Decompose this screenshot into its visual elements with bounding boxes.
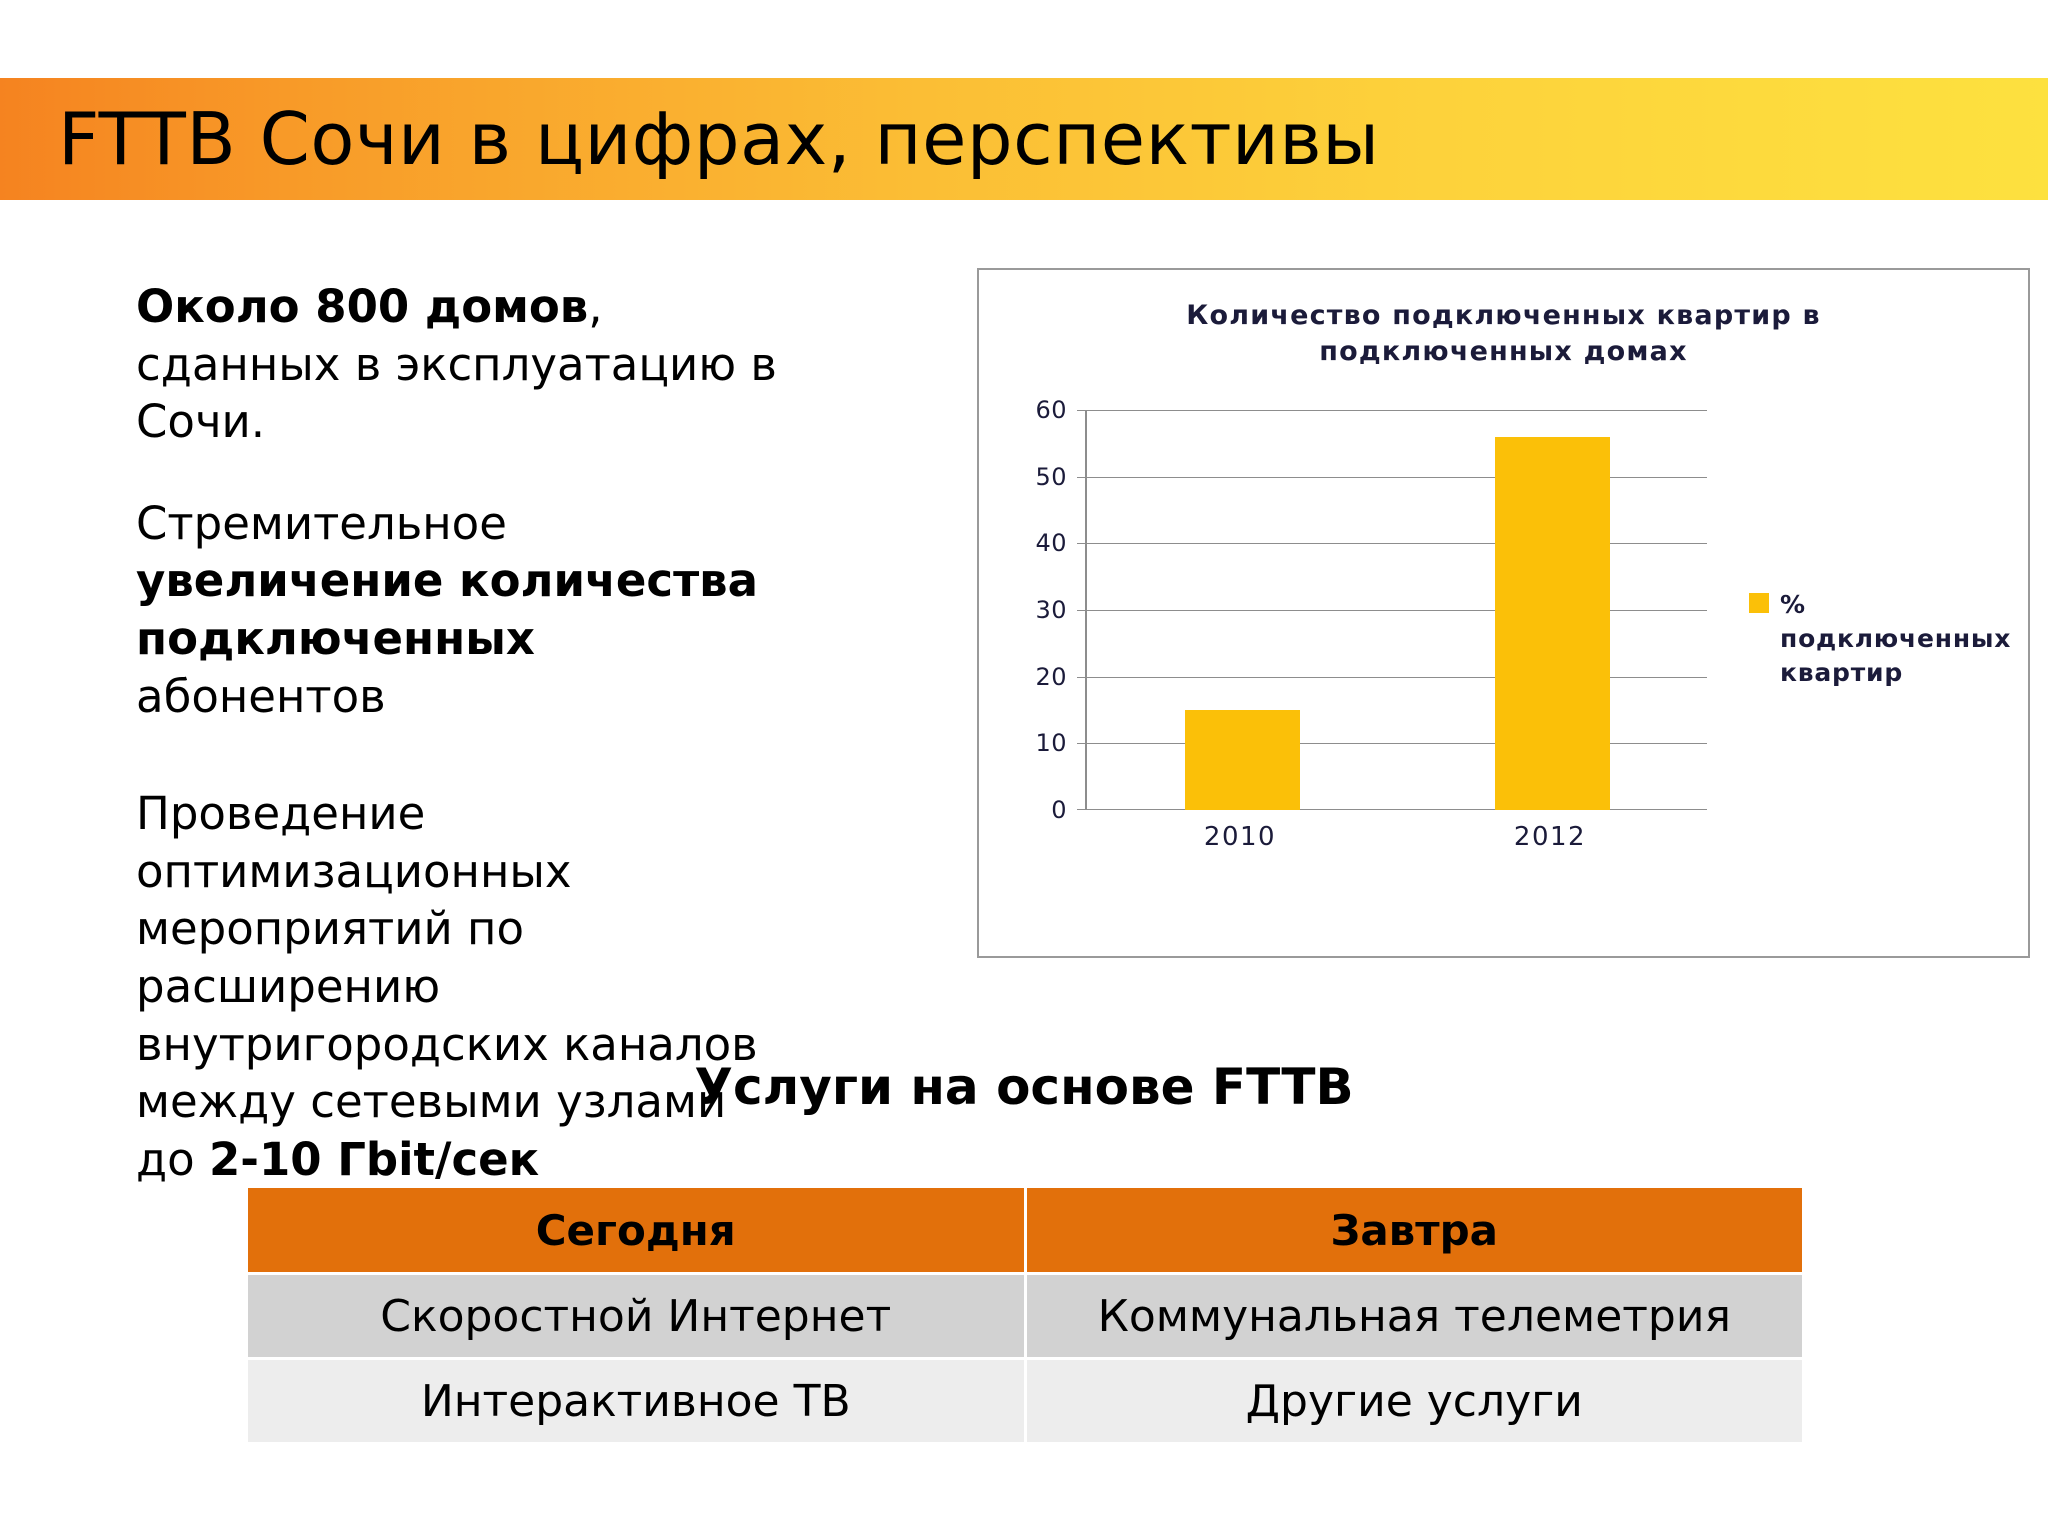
bar-slot-2012 [1397, 410, 1707, 810]
cell-tomorrow-2: Другие услуги [1023, 1357, 1805, 1445]
chart-panel: Количество подключенных квартир в подклю… [977, 268, 2030, 958]
services-table: Сегодня Завтра Скоростной Интернет Комму… [245, 1185, 1805, 1445]
legend-label: % подключенных квартир [1780, 590, 2012, 687]
paragraph-growth-bold: увеличение количества подключенных [136, 554, 759, 665]
chart-title: Количество подключенных квартир в подклю… [1186, 300, 1821, 368]
gridline-20 [1077, 676, 1707, 678]
y-tick-40: 40 [1035, 529, 1067, 558]
gridline-0 [1077, 809, 1707, 810]
y-tick-60: 60 [1035, 396, 1067, 424]
chart-legend: % подключенных квартир [1749, 588, 2019, 689]
column-header-tomorrow: Завтра [1023, 1185, 1805, 1275]
chart-plot-area [1077, 410, 1707, 810]
y-axis-labels: 60 50 40 30 20 10 0 [1015, 396, 1077, 824]
cell-today-2: Интерактивное ТВ [245, 1357, 1027, 1445]
bar-2010 [1184, 710, 1300, 810]
paragraph-houses: Около 800 домов, сданных в эксплуатацию … [136, 278, 796, 451]
paragraph-houses-bold: Около 800 домов [136, 280, 589, 333]
paragraph-growth-lead: Стремительное [136, 496, 507, 550]
cell-tomorrow-1: Коммунальная телеметрия [1023, 1272, 1805, 1360]
column-header-today: Сегодня [245, 1185, 1027, 1275]
page-title: FTTB Сочи в цифрах, перспективы [58, 97, 1380, 181]
y-tick-50: 50 [1035, 462, 1067, 491]
paragraph-houses-rest: , сданных в эксплуатацию в Сочи. [136, 280, 777, 449]
x-axis-labels: 2010 2012 [1085, 822, 1705, 852]
services-heading: Услуги на основе FTTB [694, 1058, 1354, 1116]
y-tick-0: 0 [1051, 796, 1067, 824]
gridline-40 [1077, 543, 1707, 545]
left-text-column: Около 800 домов, сданных в эксплуатацию … [136, 278, 796, 1232]
table-header-row: Сегодня Завтра [245, 1185, 1805, 1275]
bar-2012 [1494, 436, 1610, 810]
cell-today-1: Скоростной Интернет [245, 1272, 1027, 1360]
gridline-60 [1077, 410, 1707, 411]
table-row: Скоростной Интернет Коммунальная телемет… [245, 1272, 1805, 1360]
legend-swatch-icon [1749, 593, 1769, 613]
slide-title-banner: FTTB Сочи в цифрах, перспективы [0, 78, 2048, 200]
x-tick-2010: 2010 [1203, 822, 1277, 852]
paragraph-optimization-lead: Проведение оптимизационных мероприятий п… [136, 787, 758, 1186]
paragraph-optimization-bold: 2-10 Гbit/сек [208, 1132, 540, 1186]
gridline-50 [1077, 476, 1707, 478]
y-tick-30: 30 [1035, 596, 1067, 624]
chart-bars [1087, 410, 1707, 810]
y-tick-20: 20 [1035, 662, 1067, 691]
gridline-30 [1077, 610, 1707, 611]
paragraph-optimization: Проведение оптимизационных мероприятий п… [136, 785, 796, 1188]
x-tick-2012: 2012 [1513, 822, 1587, 852]
y-tick-10: 10 [1035, 729, 1067, 758]
chart-plot-wrapper: 60 50 40 30 20 10 0 [1015, 396, 1715, 860]
table-row: Интерактивное ТВ Другие услуги [245, 1357, 1805, 1445]
bar-slot-2010 [1087, 410, 1397, 810]
gridline-10 [1077, 743, 1707, 745]
paragraph-growth-rest: абонентов [136, 669, 386, 723]
paragraph-growth: Стремительное увеличение количества подк… [136, 495, 796, 725]
